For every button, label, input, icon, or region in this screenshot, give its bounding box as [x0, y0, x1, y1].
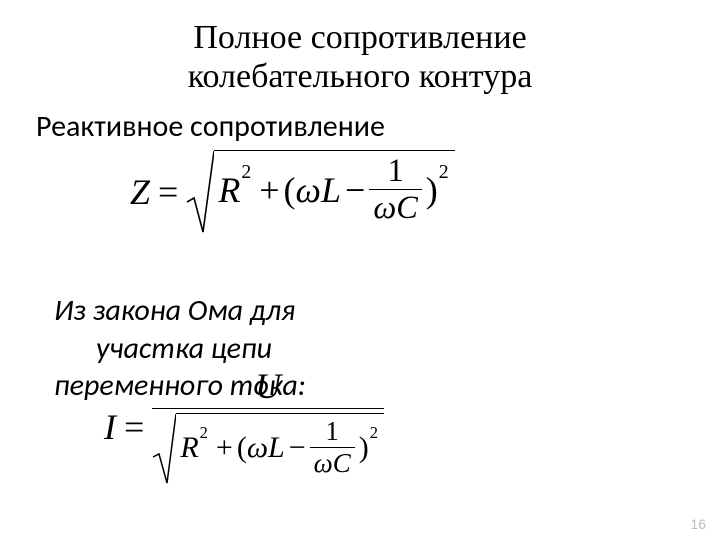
numerator-1b: 1: [321, 418, 343, 445]
numerator-u: U: [255, 368, 281, 406]
exp-2c: 2: [200, 425, 208, 442]
title-line-2: колебательного контура: [188, 58, 533, 95]
radical-icon: [186, 150, 214, 234]
exp-2: 2: [241, 161, 251, 184]
sqrt-2: R 2 + ( ω L − 1 ωC: [152, 413, 384, 485]
slide-title: Полное сопротивление колебательного конт…: [0, 18, 720, 96]
numerator-1: 1: [383, 155, 407, 187]
current-equation: I = U R 2 + ( ω L −: [104, 368, 384, 485]
exp-2d: 2: [370, 425, 378, 442]
var-i: I: [104, 406, 116, 448]
radicand: R 2 + ( ω L − 1 ωC ) 2: [214, 150, 454, 225]
plus: +: [259, 169, 279, 211]
var-r: R: [218, 169, 240, 211]
impedance-equation: Z = R 2 + ( ω L − 1: [130, 150, 455, 234]
var-l-2: L: [268, 433, 285, 463]
minus-2: −: [289, 433, 306, 463]
ohm-line-1: Из закона Ома для: [54, 292, 306, 330]
big-fraction: U R 2 + ( ω L − 1: [152, 368, 384, 485]
plus-2: +: [216, 433, 233, 463]
title-line-1: Полное сопротивление: [193, 19, 526, 56]
radical-icon-2: [152, 413, 176, 485]
var-z: Z: [130, 171, 150, 213]
radicand-2: R 2 + ( ω L − 1 ωC: [176, 413, 384, 477]
sqrt: R 2 + ( ω L − 1 ωC ) 2: [186, 150, 454, 234]
var-omega: ω: [296, 169, 321, 211]
denominator-wc: ωC: [369, 192, 421, 224]
equals: =: [158, 171, 178, 213]
rparen: ): [426, 169, 438, 211]
exp-2b: 2: [439, 161, 449, 184]
equals-2: =: [124, 406, 144, 448]
page-number: 16: [690, 516, 706, 532]
var-r-2: R: [180, 433, 198, 463]
lparen-2: (: [237, 433, 247, 463]
denominator-wc-2: ωC: [310, 450, 355, 477]
rparen-2: ): [359, 433, 369, 463]
var-l: L: [321, 169, 341, 211]
subtitle: Реактивное сопротивление: [36, 108, 385, 145]
fraction-1-over-wc: 1 ωC: [369, 155, 421, 225]
lparen: (: [284, 169, 296, 211]
ohm-line-2: участка цепи: [54, 330, 306, 368]
fraction-2: 1 ωC: [310, 418, 355, 477]
var-omega-2: ω: [247, 433, 268, 463]
minus: −: [345, 169, 365, 211]
slide: Полное сопротивление колебательного конт…: [0, 0, 720, 540]
